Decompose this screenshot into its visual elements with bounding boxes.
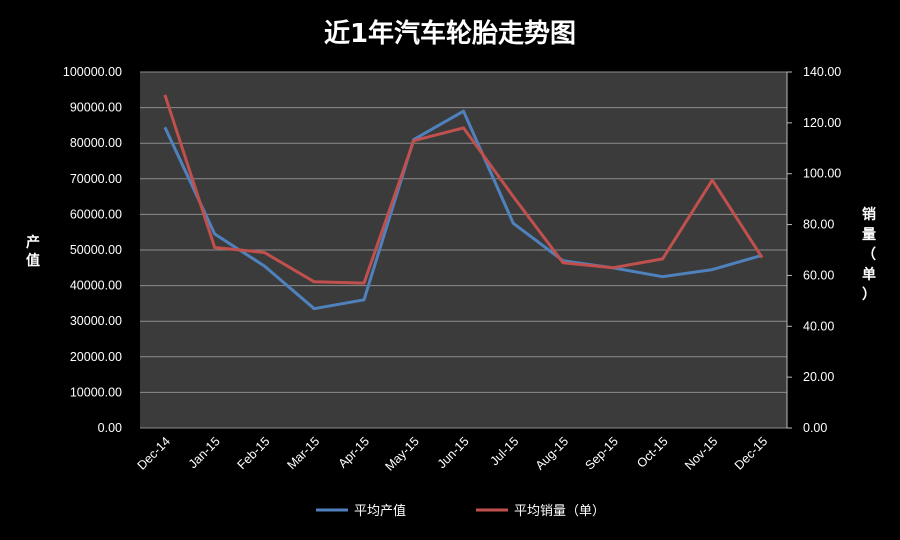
left-tick-label: 70000.00 — [70, 172, 122, 186]
axis-label-char: 量 — [862, 227, 876, 243]
series-line — [163, 109, 763, 311]
right-tick-label: 140.00 — [803, 65, 841, 79]
left-tick-label: 60000.00 — [70, 207, 122, 221]
left-axis-label: 产值 — [26, 234, 40, 269]
left-tick-label: 10000.00 — [70, 385, 122, 399]
right-tick-label: 20.00 — [803, 370, 834, 384]
left-tick-label: 90000.00 — [70, 101, 122, 115]
left-tick-label: 40000.00 — [70, 279, 122, 293]
legend-entry: 平均产值 — [354, 503, 406, 519]
right-tick-label: 100.00 — [803, 167, 841, 181]
left-axis-ticks: 0.00 10000.00 20000.00 30000.00 40000.00 5000… — [63, 65, 122, 435]
left-tick-label: 80000.00 — [70, 136, 122, 150]
right-axis-label: 销量 （ 单 ） — [862, 206, 876, 303]
left-tick-label: 20000.00 — [70, 350, 122, 364]
left-tick-label: 0.00 — [98, 421, 122, 435]
series-line — [163, 94, 764, 285]
axis-label-char: 销 — [862, 206, 876, 223]
chart-title: 近1年汽车轮胎走势图 — [324, 18, 576, 49]
axis-label-char: 产 — [26, 234, 40, 251]
axis-label-char: ） — [862, 287, 876, 303]
left-tick-label: 100000.00 — [63, 65, 122, 79]
legend-entry: 平均销量（单） — [514, 504, 605, 519]
left-tick-label: 30000.00 — [70, 314, 122, 328]
right-tick-label: 40.00 — [803, 319, 834, 333]
right-axis-ticks: 0.00 20.00 40.00 60.00 80.00 100.00 120.00 140.… — [786, 65, 841, 435]
right-tick-label: 120.00 — [803, 116, 841, 130]
series-lines — [163, 94, 764, 311]
right-tick-label: 0.00 — [803, 421, 827, 435]
axis-label-char: 值 — [26, 252, 40, 269]
right-tick-label: 80.00 — [803, 218, 834, 232]
right-tick-label: 60.00 — [803, 268, 834, 282]
legend: 平均产值 平均销量（单） — [316, 503, 605, 519]
left-tick-label: 50000.00 — [70, 243, 122, 257]
axis-label-char: （ — [862, 247, 876, 263]
axis-label-char: 单 — [862, 266, 876, 283]
